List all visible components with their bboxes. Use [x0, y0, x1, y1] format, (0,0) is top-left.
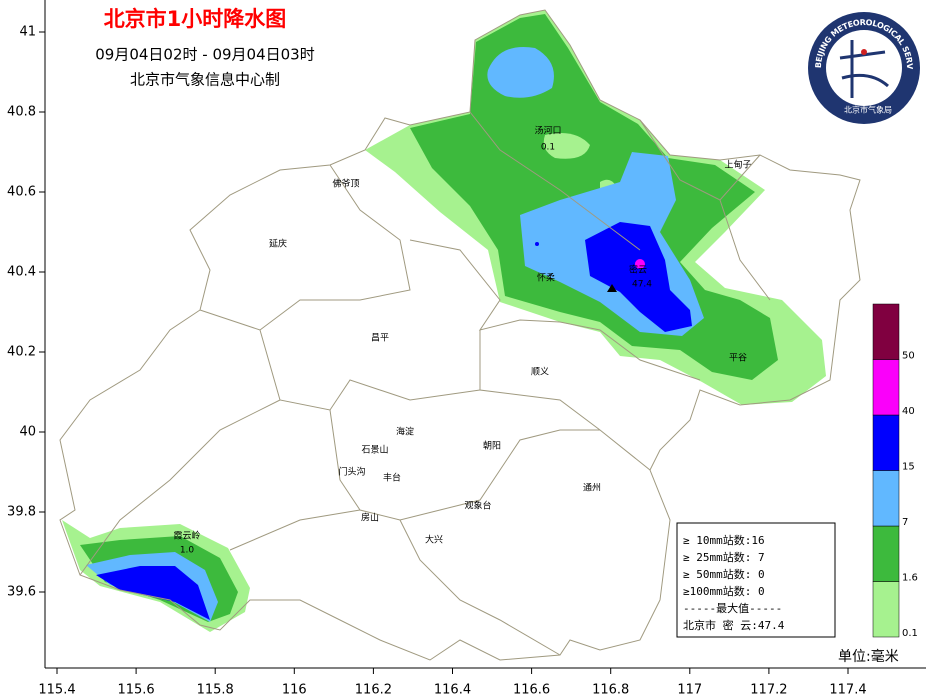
y-tick-label: 40 [19, 425, 36, 440]
place-label: 汤河口 [534, 125, 561, 137]
y-tick-label: 40.8 [7, 105, 36, 120]
place-label: 顺义 [531, 367, 549, 378]
station-value: 0.1 [541, 143, 555, 153]
stats-line: -----最大值----- [683, 601, 782, 615]
legend-swatch [872, 303, 900, 360]
stats-box [676, 522, 836, 638]
x-tick-label: 115.6 [117, 683, 154, 698]
place-label: 上甸子 [724, 159, 751, 171]
x-tick-label: 116.8 [592, 683, 629, 698]
legend-swatch [872, 414, 900, 471]
place-label: 怀柔 [537, 272, 555, 284]
place-label: 丰台 [383, 472, 401, 484]
producer: 北京市气象信息中心制 [130, 71, 280, 89]
x-tick-label: 116 [282, 683, 307, 698]
stats: ≥ 10mm站数:16 ≥ 25mm站数: 7 ≥ 50mm站数: 0 ≥100mm站… [683, 533, 785, 632]
place-label: 平谷 [729, 353, 747, 364]
logo-name: 北京市气象局 [844, 105, 892, 115]
legend: 0.1 1.6 7 15 40 50 [872, 303, 918, 639]
legend-swatch [872, 359, 900, 416]
place-labels: 汤河口 上甸子 佛爷顶 延庆 怀柔 密云 昌平 顺义 平谷 霞云岭 海淀 石景山… [173, 125, 751, 556]
stats-line: 北京市 密 云:47.4 [683, 618, 785, 632]
x-tick-label: 116.2 [355, 683, 392, 698]
place-label: 房山 [361, 512, 379, 524]
stats-line: ≥ 50mm站数: 0 [683, 567, 765, 581]
y-tick-label: 40.2 [7, 345, 36, 360]
time-range: 09月04日02时 - 09月04日03时 [95, 46, 314, 64]
place-label: 海淀 [396, 426, 414, 438]
district-boundaries [59, 9, 861, 661]
place-label: 观象台 [464, 500, 491, 512]
place-label: 石景山 [361, 445, 388, 456]
place-label: 朝阳 [483, 441, 501, 452]
station-value: 47.4 [632, 280, 652, 290]
x-tick-label: 117.4 [829, 683, 866, 698]
x-tick-label: 116.6 [513, 683, 550, 698]
place-label: 延庆 [269, 238, 287, 250]
place-label: 门头沟 [338, 466, 365, 478]
legend-swatch [872, 581, 900, 638]
place-label: 通州 [583, 483, 601, 494]
stats-line: ≥ 10mm站数:16 [683, 533, 765, 547]
legend-label: 7 [902, 517, 908, 528]
stats-line: ≥ 25mm站数: 7 [683, 550, 765, 564]
legend-label: 50 [902, 351, 915, 362]
x-tick-label: 115.4 [38, 683, 75, 698]
place-label: 大兴 [425, 534, 443, 546]
y-tick-label: 40.6 [7, 185, 36, 200]
legend-label: 1.6 [902, 573, 918, 584]
place-label: 佛爷顶 [332, 178, 359, 190]
x-tick-label: 115.8 [197, 683, 234, 698]
legend-swatch [872, 525, 900, 582]
map-title: 北京市1小时降水图 [104, 7, 287, 31]
legend-label: 0.1 [902, 628, 918, 639]
legend-label: 15 [902, 462, 915, 473]
x-tick-label: 117 [677, 683, 702, 698]
unit-label: 单位:毫米 [838, 648, 899, 665]
place-label: 昌平 [371, 333, 389, 344]
place-label: 密云 [629, 264, 647, 276]
legend-swatch [872, 470, 900, 527]
legend-label: 40 [902, 406, 915, 417]
station-marker [607, 284, 617, 292]
stats-line: ≥100mm站数: 0 [683, 584, 765, 598]
y-tick-label: 39.8 [7, 505, 36, 520]
place-label: 霞云岭 [173, 530, 200, 542]
x-tick-label: 116.4 [434, 683, 471, 698]
rain-areas [62, 10, 826, 632]
y-tick-label: 41 [19, 25, 36, 40]
station-value: 1.0 [180, 546, 195, 556]
y-tick-label: 39.6 [7, 585, 36, 600]
x-tick-label: 117.2 [750, 683, 787, 698]
y-tick-label: 40.4 [7, 265, 36, 280]
